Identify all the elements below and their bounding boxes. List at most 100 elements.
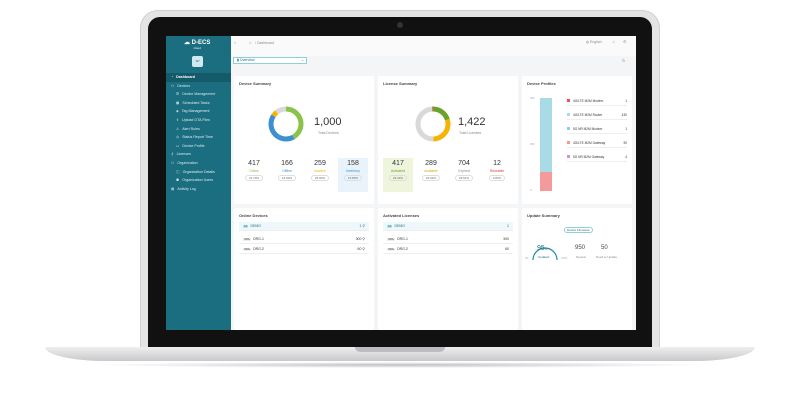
sidebar-item[interactable]: ◈ Tag Management	[166, 107, 231, 116]
org-value: 60 ⚲	[358, 245, 365, 254]
stat-value: 158	[347, 160, 359, 167]
sidebar-item-label: Organization Details	[182, 169, 215, 174]
stat-label: Activated	[391, 169, 405, 173]
sidebar: ☁ D-ECS cloud SP ◔ Dashboard ⚇ Devices ☰ Devic…	[166, 36, 231, 330]
org-name: ORG-1	[252, 237, 265, 241]
collapse-icon[interactable]: «	[234, 40, 237, 45]
stat-value: 259	[314, 160, 326, 167]
stat-inactive[interactable]: 259 Inactive 25.90%	[305, 160, 335, 181]
firmware-chip[interactable]: Device Firmware	[564, 227, 593, 233]
total-licenses-label: Total Licenses	[459, 131, 482, 135]
org-name: DEMO	[394, 224, 405, 228]
org-value: 300 ⚲	[356, 235, 365, 244]
stat-available[interactable]: 289 Available 20.32%	[416, 160, 446, 181]
org-row[interactable]: ORG ORG-1 300	[383, 235, 513, 244]
sidebar-item[interactable]: ⚇ Devices	[166, 82, 231, 91]
sidebar-nav: ◔ Dashboard ⚇ Devices ☰ Device Management ▦ Sch…	[166, 73, 231, 193]
profile-legend-item[interactable]: 4G/LTE M2M Gateway 90	[567, 138, 627, 148]
home-icon[interactable]: ⌂	[249, 40, 252, 45]
refresh-icon[interactable]: ↻	[622, 58, 626, 63]
org-tag: ORG	[243, 238, 251, 241]
stat-percent: 29.33%	[388, 175, 408, 181]
stat-online[interactable]: 417 Online 41.70%	[239, 160, 269, 181]
donut-segment[interactable]	[415, 106, 451, 142]
gauge-value: 95%	[537, 245, 547, 252]
donut-segment[interactable]	[415, 106, 451, 142]
donut-segment[interactable]	[268, 106, 304, 142]
key-icon: ⚷	[171, 152, 174, 157]
gauge-label: Updated	[538, 255, 550, 259]
sidebar-item[interactable]: ⚠ Alert Rules	[166, 125, 231, 134]
sidebar-item[interactable]: ◷ Status Report Time	[166, 133, 231, 142]
sidebar-item[interactable]: ☰ Device Management	[166, 90, 231, 99]
bar-gateway	[540, 172, 552, 191]
org-row[interactable]: DF DEMO 1 ⚲	[239, 222, 369, 231]
stat-label: Inventory	[346, 169, 360, 173]
donut-segment[interactable]	[268, 106, 304, 142]
sidebar-item[interactable]: ▤ Activity Log	[166, 185, 231, 194]
sidebar-item[interactable]: ⓘ Organization Details	[166, 168, 231, 177]
profile-legend-item[interactable]: 5G NR M2M Gateway 4	[567, 152, 627, 162]
bell-icon[interactable]: ♫	[612, 39, 615, 44]
stat-percent: 16.60%	[277, 175, 297, 181]
stat-offline[interactable]: 166 Offline 16.60%	[272, 160, 302, 181]
legend-swatch	[567, 127, 570, 130]
license-summary-card: License Summary 1,422 Total Licenses 417…	[378, 76, 518, 204]
sidebar-item[interactable]: ▦ Scheduled Tasks	[166, 99, 231, 108]
stat-percent: 20.32%	[421, 175, 441, 181]
org-row[interactable]: ORG ORG-2 60 ⚲	[239, 245, 369, 254]
org-value: 1 ⚲	[359, 222, 365, 231]
sidebar-item[interactable]: ⚉ Organization Users	[166, 176, 231, 185]
location-icon[interactable]: ⚲	[362, 247, 365, 251]
org-row[interactable]: DF DEMO 1	[383, 222, 513, 231]
total-devices-label: Total Devices	[318, 131, 339, 135]
profile-legend-item[interactable]: 5G NR M2M Modem 1	[567, 124, 627, 134]
chevron-down-icon: ⌄	[301, 58, 304, 62]
device-donut	[268, 106, 304, 142]
view-select-value: Overview	[239, 58, 255, 62]
stat-inventory[interactable]: 158 Inventory 15.80%	[338, 158, 368, 192]
org-value: 300	[503, 235, 509, 244]
stat-reusable[interactable]: 12 Reusable 0.84%	[482, 160, 512, 181]
donut-segment[interactable]	[268, 106, 304, 142]
donut-segment[interactable]	[415, 106, 451, 142]
org-row[interactable]: ORG ORG-1 300 ⚲	[239, 235, 369, 244]
stat-activated[interactable]: 417 Activated 29.33%	[383, 158, 413, 192]
sidebar-item[interactable]: ⚇ Organization	[166, 159, 231, 168]
stat-value: 704	[458, 160, 470, 167]
sidebar-item-label: Tag Management	[181, 109, 210, 114]
total-licenses: 1,422	[458, 116, 486, 128]
update-gauge	[532, 247, 558, 261]
stat-value: 166	[281, 160, 293, 167]
stat-value: 417	[248, 160, 260, 167]
org-name: DEMO	[250, 224, 261, 228]
settings-icon[interactable]: ⚙	[623, 39, 627, 44]
clock-icon: ◷	[176, 135, 180, 140]
axis-tick: 0	[530, 188, 532, 192]
location-icon[interactable]: ⚲	[362, 224, 365, 228]
org-tag: DF	[387, 225, 393, 228]
language-select[interactable]: ◍ English	[586, 40, 602, 44]
org-count: 60	[357, 247, 362, 251]
view-select[interactable]: ▮ Overview ⌄	[233, 57, 307, 64]
sidebar-item-label: Dashboard	[176, 75, 195, 79]
sidebar-item[interactable]: ⚷ Licenses	[166, 150, 231, 159]
org-tag: ORG	[387, 238, 395, 241]
org-icon: ⚇	[171, 160, 175, 165]
sidebar-item[interactable]: ◔ Dashboard	[166, 73, 231, 82]
legend-swatch	[567, 155, 570, 158]
profile-legend-item[interactable]: 4G/LTE M2M Modem 1	[567, 96, 627, 106]
logo-sub: cloud	[193, 46, 201, 50]
org-row[interactable]: ORG ORG-2 60	[383, 245, 513, 254]
location-icon[interactable]: ⚲	[362, 237, 365, 241]
sidebar-item[interactable]: ▭ Device Profile	[166, 142, 231, 151]
breadcrumb: / Dashboard	[255, 41, 275, 45]
sidebar-item-label: Devices	[177, 83, 191, 88]
org-value: 60	[505, 245, 509, 254]
profile-legend-item[interactable]: 4G/LTE M2M Router 430	[567, 110, 627, 120]
webcam	[397, 22, 403, 28]
info-icon: ⓘ	[176, 169, 180, 174]
avatar[interactable]: SP	[192, 56, 203, 67]
stat-expired[interactable]: 704 Expired 49.51%	[449, 160, 479, 181]
sidebar-item[interactable]: ⇪ Upload OTA Files	[166, 116, 231, 125]
